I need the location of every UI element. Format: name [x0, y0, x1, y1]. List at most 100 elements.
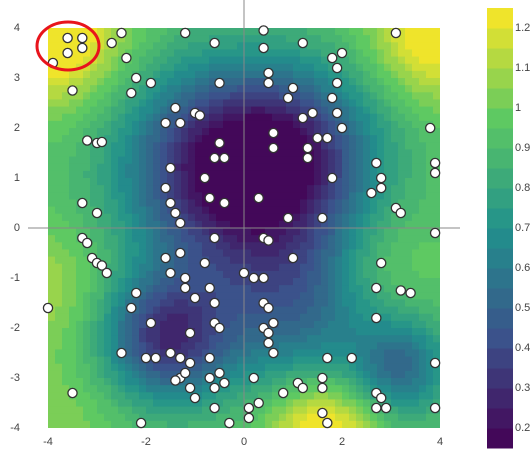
contour-cell	[349, 220, 357, 229]
contour-cell	[412, 278, 420, 286]
contour-cell	[97, 120, 105, 129]
contour-cell	[272, 35, 280, 43]
contour-cell	[279, 285, 287, 293]
contour-cell	[90, 49, 98, 58]
contour-cell	[244, 163, 252, 172]
point	[395, 285, 407, 296]
contour-cell	[335, 235, 343, 243]
contour-cell	[384, 213, 392, 222]
contour-cell	[125, 35, 133, 43]
contour-cell	[293, 99, 301, 108]
contour-cell	[237, 35, 245, 43]
contour-cell	[342, 285, 350, 293]
point	[322, 417, 333, 429]
contour-cell	[272, 99, 280, 108]
contour-cell	[90, 285, 98, 293]
contour-cell	[384, 242, 392, 251]
contour-cell	[300, 49, 308, 58]
contour-cell	[286, 385, 294, 393]
point	[175, 247, 186, 259]
contour-cell	[335, 220, 343, 229]
contour-cell	[377, 220, 385, 229]
contour-cell	[76, 335, 84, 343]
contour-cell	[202, 320, 210, 329]
contour-cell	[265, 213, 273, 222]
contour-cell	[118, 363, 126, 372]
contour-cell	[188, 228, 196, 236]
contour-cell	[251, 228, 259, 236]
contour-cell	[167, 56, 175, 65]
contour-cell	[356, 278, 364, 286]
contour-cell	[279, 220, 287, 229]
contour-cell	[90, 313, 98, 322]
contour-cell	[307, 99, 315, 108]
contour-cell	[321, 85, 329, 93]
contour-cell	[55, 206, 63, 215]
contour-cell	[237, 163, 245, 172]
contour-cell	[209, 28, 217, 36]
point	[219, 197, 230, 209]
contour-cell	[167, 263, 175, 272]
contour-cell	[139, 235, 147, 243]
point	[116, 27, 127, 39]
contour-cell	[202, 28, 210, 36]
contour-cell	[62, 70, 70, 79]
contour-cell	[69, 420, 77, 428]
contour-cell	[307, 149, 315, 158]
contour-cell	[181, 56, 189, 65]
contour-cell	[90, 399, 98, 408]
contour-cell	[377, 342, 385, 351]
contour-cell	[293, 178, 301, 186]
contour-cell	[342, 242, 350, 251]
contour-cell	[363, 163, 371, 172]
contour-cell	[321, 228, 329, 236]
point	[253, 192, 264, 204]
contour-cell	[293, 170, 301, 179]
contour-cell	[286, 313, 294, 322]
colorbar-band	[487, 188, 513, 209]
contour-cell	[132, 249, 140, 258]
contour-cell	[125, 242, 133, 251]
contour-cell	[188, 270, 196, 279]
contour-cell	[167, 313, 175, 322]
contour-cell	[195, 142, 203, 151]
contour-cell	[69, 306, 77, 315]
contour-cell	[349, 363, 357, 372]
contour-cell	[433, 385, 440, 393]
contour-cell	[398, 28, 406, 36]
contour-cell	[181, 42, 189, 51]
contour-cell	[153, 228, 161, 236]
contour-cell	[286, 292, 294, 301]
contour-cell	[83, 285, 91, 293]
contour-cell	[307, 249, 315, 258]
contour-cell	[111, 363, 119, 372]
contour-cell	[342, 213, 350, 222]
contour-cell	[160, 99, 168, 108]
contour-cell	[195, 378, 203, 386]
contour-cell	[48, 70, 56, 79]
contour-cell	[391, 35, 399, 43]
contour-cell	[426, 349, 434, 358]
contour-cell	[244, 249, 252, 258]
contour-cell	[314, 120, 322, 129]
contour-cell	[258, 99, 266, 108]
contour-cell	[258, 378, 266, 386]
point	[77, 32, 88, 44]
contour-cell	[321, 299, 329, 308]
point	[145, 77, 157, 89]
contour-cell	[223, 170, 231, 179]
contour-cell	[76, 263, 84, 272]
contour-cell	[363, 99, 371, 108]
contour-cell	[209, 392, 217, 401]
contour-cell	[272, 235, 280, 243]
contour-cell	[356, 385, 364, 393]
contour-cell	[153, 206, 161, 215]
contour-cell	[195, 163, 203, 172]
point	[214, 367, 225, 379]
contour-cell	[153, 199, 161, 208]
contour-cell	[419, 42, 427, 51]
contour-cell	[188, 278, 196, 286]
contour-cell	[377, 363, 385, 372]
contour-cell	[181, 292, 189, 301]
colorbar-tick-label: 0.6	[515, 262, 530, 274]
